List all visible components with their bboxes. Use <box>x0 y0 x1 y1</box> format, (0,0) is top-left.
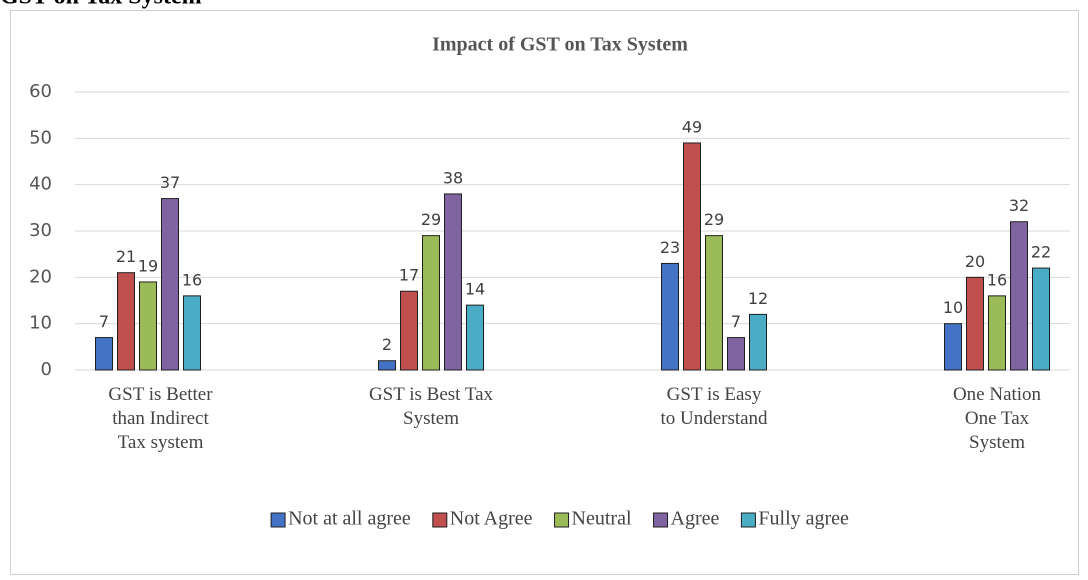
bar <box>378 360 396 371</box>
legend-label: Agree <box>671 508 720 530</box>
bar <box>727 337 745 371</box>
bar <box>139 281 157 371</box>
data-label: 29 <box>421 210 441 229</box>
bar <box>183 295 201 371</box>
legend-label: Not Agree <box>450 508 533 530</box>
y-tick-label: 10 <box>29 313 52 334</box>
data-label: 7 <box>99 312 109 331</box>
bar <box>966 276 984 371</box>
legend-swatch <box>740 512 756 528</box>
data-label: 14 <box>465 280 485 299</box>
data-label: 16 <box>987 270 1007 289</box>
data-label: 16 <box>182 270 202 289</box>
chart-title: Impact of GST on Tax System <box>432 34 688 56</box>
chart-frame <box>10 10 1079 575</box>
legend-label: Not at all agree <box>288 508 411 530</box>
bar <box>400 290 418 371</box>
bar <box>749 313 767 371</box>
y-tick-label: 20 <box>29 266 52 287</box>
data-label: 32 <box>1009 196 1029 215</box>
data-label: 29 <box>704 210 724 229</box>
data-label: 23 <box>660 238 680 257</box>
page-heading: GST on Tax System <box>0 0 202 10</box>
bar <box>117 272 135 371</box>
data-label: 38 <box>443 168 463 187</box>
data-label: 2 <box>382 335 392 354</box>
legend-swatch <box>432 512 448 528</box>
bar <box>466 304 484 371</box>
y-tick-label: 40 <box>29 174 52 195</box>
legend-label: Fully agree <box>758 508 849 530</box>
data-label: 7 <box>731 312 741 331</box>
bar <box>705 235 723 371</box>
data-label: 17 <box>399 266 419 285</box>
bar <box>422 235 440 371</box>
data-label: 20 <box>965 252 985 271</box>
bar <box>1032 267 1050 371</box>
x-tick-label: GST is Easy to Understand <box>660 384 768 429</box>
data-label: 49 <box>682 117 702 136</box>
legend-swatch <box>270 512 286 528</box>
y-tick-label: 50 <box>29 127 52 148</box>
bar <box>661 262 679 371</box>
data-label: 12 <box>748 289 768 308</box>
legend-swatch <box>554 512 570 528</box>
y-tick-label: 0 <box>41 359 52 380</box>
data-label: 22 <box>1031 243 1051 262</box>
bar <box>683 142 701 371</box>
y-tick-label: 30 <box>29 220 52 241</box>
data-label: 19 <box>138 256 158 275</box>
bar <box>988 295 1006 371</box>
bar <box>444 193 462 371</box>
x-tick-label: GST is Better than Indirect Tax system <box>108 384 213 453</box>
data-label: 21 <box>116 247 136 266</box>
data-label: 37 <box>160 173 180 192</box>
bar <box>1010 221 1028 371</box>
x-tick-label: GST is Best Tax System <box>368 384 494 429</box>
bar <box>161 198 179 371</box>
legend-label: Neutral <box>572 508 632 530</box>
bar <box>944 323 962 371</box>
x-tick-label: One Nation One Tax System <box>952 384 1042 453</box>
legend-swatch <box>653 512 669 528</box>
data-label: 10 <box>943 298 963 317</box>
bar <box>95 337 113 371</box>
y-tick-label: 60 <box>29 81 52 102</box>
